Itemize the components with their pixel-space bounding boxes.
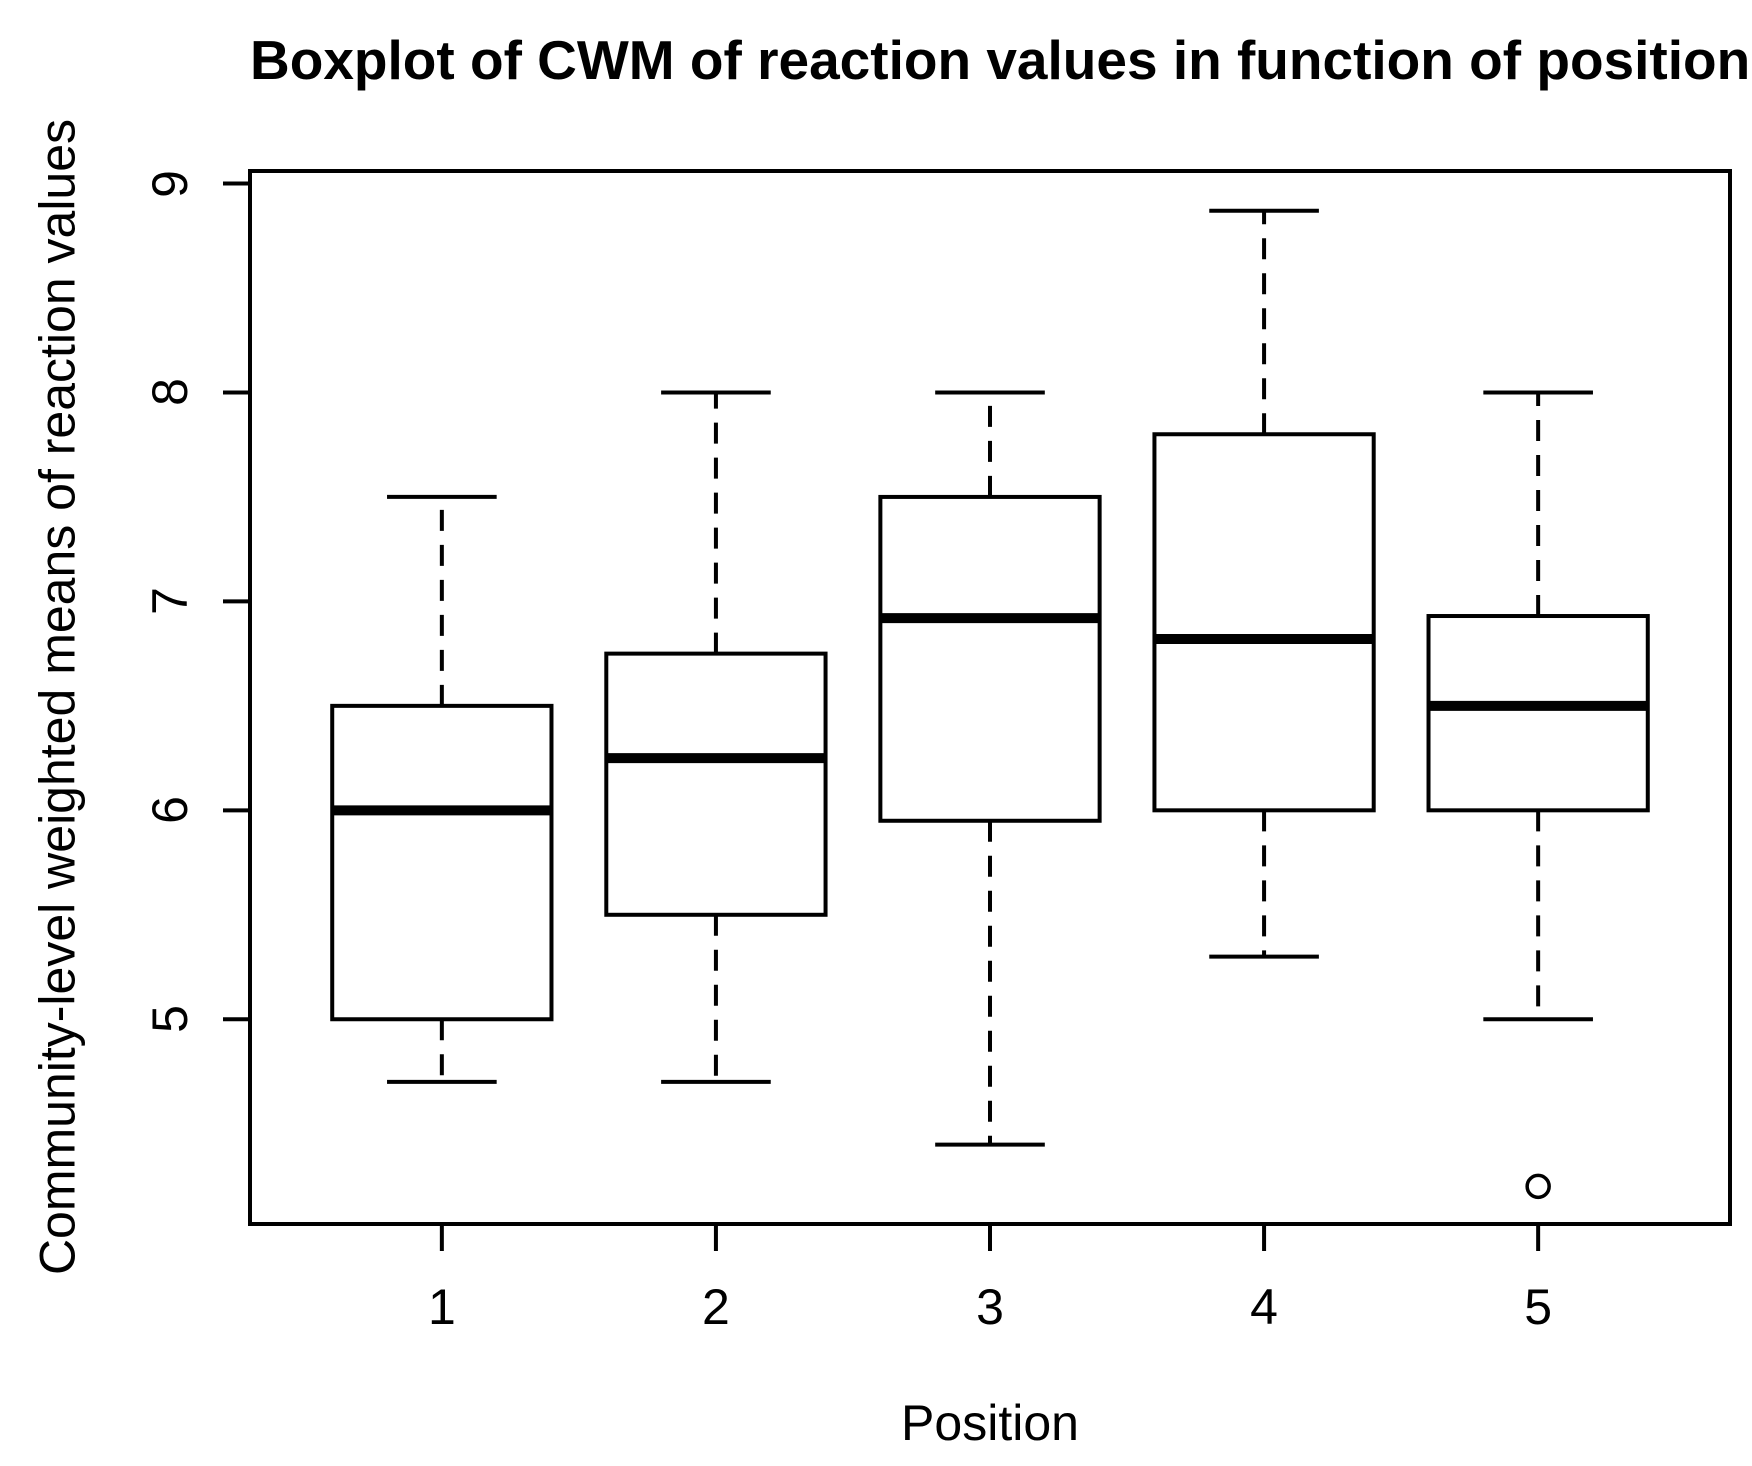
chart-title: Boxplot of CWM of reaction values in fun… xyxy=(250,29,1751,91)
x-axis-label: Position xyxy=(901,1395,1079,1451)
x-tick-label: 4 xyxy=(1250,1279,1278,1335)
box-iqr xyxy=(878,494,1102,823)
box-iqr xyxy=(330,703,554,1022)
y-tick-label: 5 xyxy=(142,1005,198,1034)
y-tick-label: 7 xyxy=(142,587,198,616)
x-tick-label: 1 xyxy=(427,1279,456,1335)
box-iqr xyxy=(1426,614,1650,813)
x-tick-label: 5 xyxy=(1524,1279,1553,1335)
box-iqr xyxy=(604,651,828,917)
y-tick-label: 9 xyxy=(142,169,198,198)
x-tick-label: 3 xyxy=(976,1279,1004,1335)
box-iqr xyxy=(1152,432,1376,813)
y-tick-label: 6 xyxy=(142,796,198,825)
outlier-point xyxy=(1525,1173,1551,1200)
y-tick-label: 8 xyxy=(142,378,198,407)
x-tick-label: 2 xyxy=(702,1279,730,1335)
